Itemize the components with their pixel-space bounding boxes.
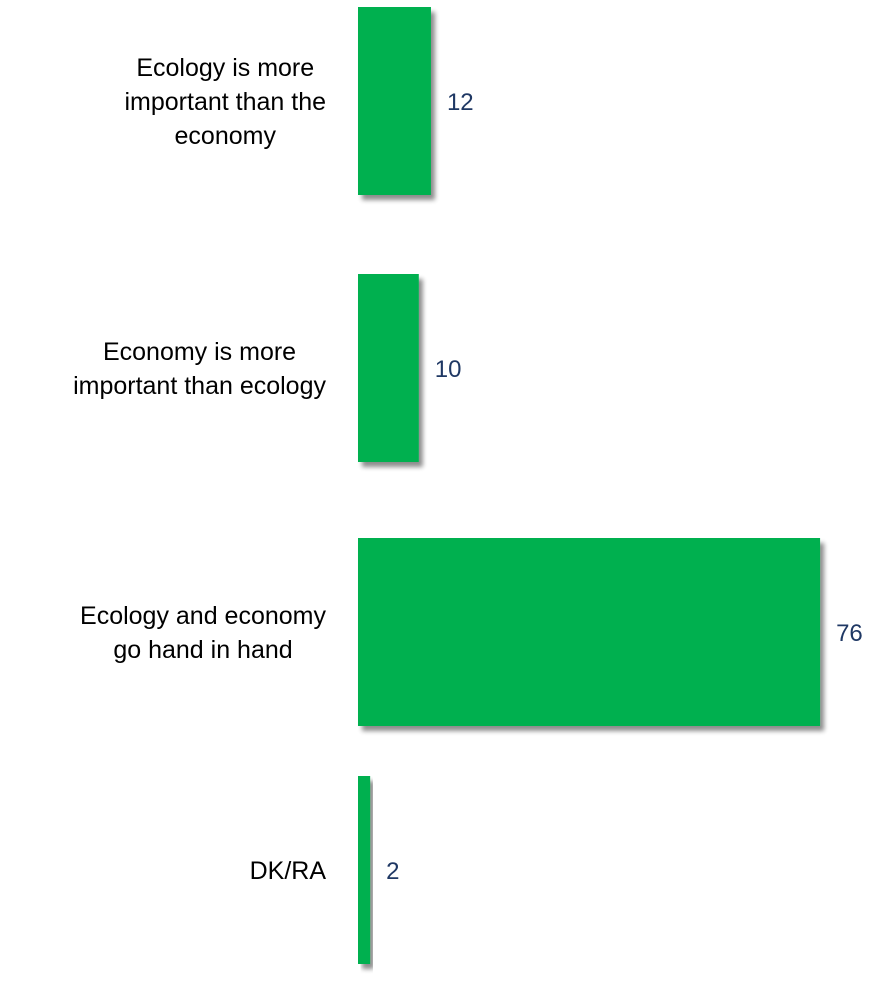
- category-label-line: Ecology and economy: [80, 602, 326, 630]
- category-label-line: go hand in hand: [113, 636, 292, 664]
- category-label-line: Ecology is more: [136, 54, 314, 82]
- data-label-1: 12: [447, 89, 474, 116]
- category-label-2: Economy is more important than ecology: [73, 338, 326, 400]
- category-label-4: DK/RA: [250, 857, 327, 885]
- bar-3: [358, 538, 821, 726]
- bars-layer: [358, 7, 821, 964]
- category-label-line: important than the: [124, 88, 326, 116]
- labels-layer: 12 Ecology is more important than the econo…: [73, 54, 863, 885]
- category-label-line: important than ecology: [73, 372, 326, 400]
- bar-4: [358, 776, 371, 964]
- category-label-1: Ecology is more important than the economy: [124, 54, 326, 150]
- category-label-3: Ecology and economy go hand in hand: [80, 602, 326, 664]
- bar-2: [358, 274, 419, 462]
- data-label-2: 10: [435, 356, 462, 383]
- bar-1: [358, 7, 431, 195]
- category-label-line: economy: [175, 122, 277, 150]
- category-label-line: DK/RA: [250, 857, 327, 885]
- data-label-4: 2: [386, 858, 399, 885]
- data-label-3: 76: [836, 620, 863, 647]
- category-label-line: Economy is more: [103, 338, 296, 366]
